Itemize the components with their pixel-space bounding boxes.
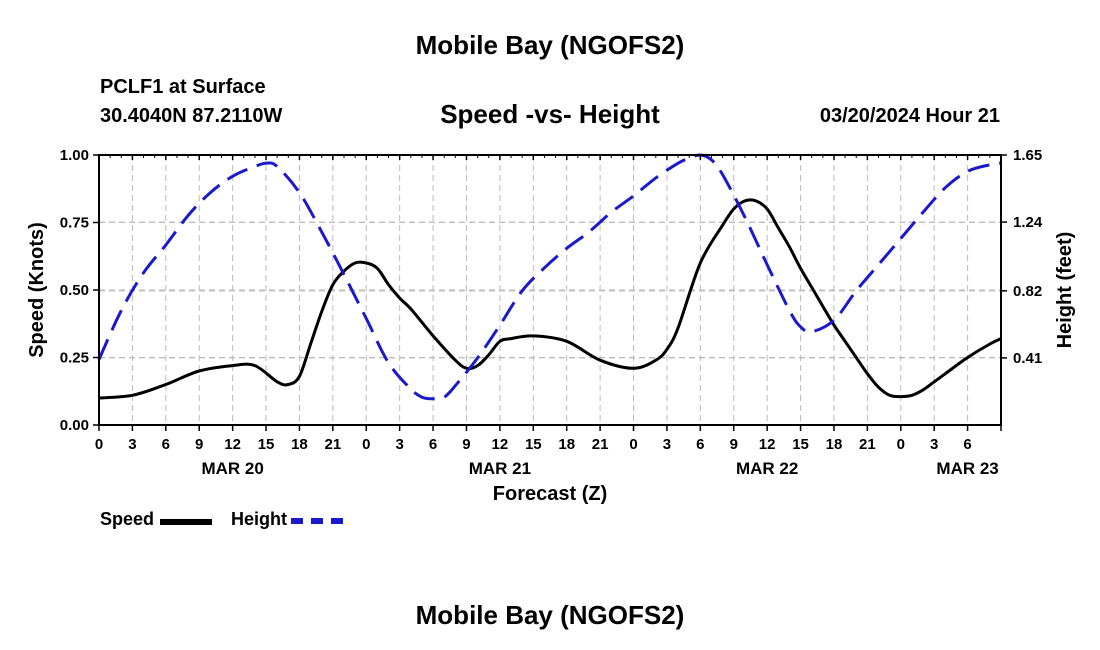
x-tick-label: 3 xyxy=(128,436,136,453)
x-tick-label: 21 xyxy=(592,436,609,453)
series-line-speed xyxy=(98,198,1002,400)
y-axis-title-right: Height (feet) xyxy=(1054,232,1076,349)
x-tick-label: 6 xyxy=(429,436,437,453)
x-tick-label: 9 xyxy=(462,436,470,453)
axis-ticks: 0 3 6 9 12 15 18 21 0 3 6 9 12 15 18 21 0 3 6 9 12 15 18 21 0 3 6 M… xyxy=(60,147,1043,478)
x-tick-label: 3 xyxy=(663,436,671,453)
x-tick-label: 6 xyxy=(963,436,971,453)
forecast-datetime: 03/20/2024 Hour 21 xyxy=(819,105,1000,127)
chart-title: Mobile Bay (NGOFS2) xyxy=(415,30,685,60)
x-tick-label: 15 xyxy=(258,436,275,453)
x-tick-label: 6 xyxy=(696,436,704,453)
y-tick-label-left: 0.50 xyxy=(60,282,89,299)
series-line-height xyxy=(97,153,1002,401)
y-axis-title-left: Speed (Knots) xyxy=(26,222,48,358)
x-tick-label: 12 xyxy=(224,436,241,453)
x-axis-title: Forecast (Z) xyxy=(493,483,607,505)
y-tick-label-left: 1.00 xyxy=(60,147,89,164)
x-tick-label: 9 xyxy=(730,436,738,453)
x-tick-label: 9 xyxy=(195,436,203,453)
series-lines xyxy=(97,153,1002,401)
x-tick-label: 0 xyxy=(897,436,905,453)
legend-height-label: Height xyxy=(231,509,287,529)
date-label: MAR 23 xyxy=(936,459,998,478)
x-tick-label: 21 xyxy=(859,436,876,453)
x-tick-label: 12 xyxy=(492,436,509,453)
x-tick-label: 3 xyxy=(930,436,938,453)
y-tick-label-right: 1.24 xyxy=(1013,214,1043,231)
y-tick-label-right: 0.41 xyxy=(1013,350,1042,367)
x-tick-label: 3 xyxy=(395,436,403,453)
date-label: MAR 21 xyxy=(469,459,531,478)
chart-subtitle: Speed -vs- Height xyxy=(440,99,660,129)
x-tick-label: 21 xyxy=(325,436,342,453)
x-tick-label: 0 xyxy=(629,436,637,453)
y-tick-label-left: 0.00 xyxy=(60,417,89,434)
x-tick-label: 6 xyxy=(162,436,170,453)
x-tick-label: 18 xyxy=(291,436,308,453)
legend-height-swatch xyxy=(291,518,343,524)
grid-lines xyxy=(99,154,1001,425)
footer-title: Mobile Bay (NGOFS2) xyxy=(415,600,685,630)
station-label: PCLF1 at Surface xyxy=(100,76,266,98)
x-tick-label: 0 xyxy=(362,436,370,453)
x-tick-label: 15 xyxy=(792,436,809,453)
date-label: MAR 22 xyxy=(736,459,798,478)
legend-speed-swatch xyxy=(160,519,212,525)
date-label: MAR 20 xyxy=(201,459,263,478)
x-tick-label: 18 xyxy=(558,436,575,453)
x-tick-label: 15 xyxy=(525,436,542,453)
coordinates-label: 30.4040N 87.2110W xyxy=(100,105,283,127)
y-tick-label-left: 0.75 xyxy=(60,215,89,232)
x-tick-label: 12 xyxy=(759,436,776,453)
y-tick-label-right: 0.82 xyxy=(1013,283,1042,300)
x-tick-label: 18 xyxy=(826,436,843,453)
legend-speed-label: Speed xyxy=(100,509,155,529)
y-tick-label-right: 1.65 xyxy=(1013,147,1042,164)
x-tick-label: 0 xyxy=(95,436,103,453)
y-tick-label-left: 0.25 xyxy=(60,350,89,367)
